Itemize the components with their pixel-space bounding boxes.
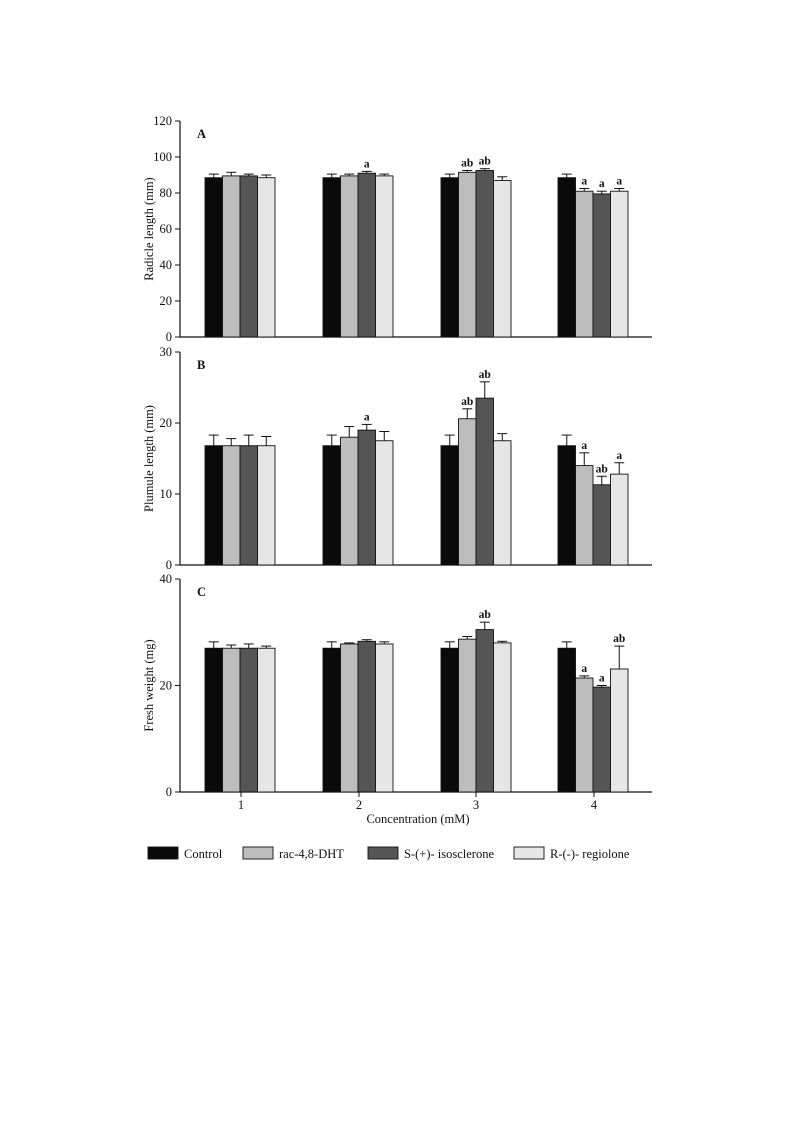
bar [592,193,611,338]
bar [440,445,459,566]
bar [557,177,576,338]
bar [222,445,241,566]
bar [257,177,276,338]
y-tick-label: 40 [160,258,173,272]
significance-label: a [616,176,622,188]
significance-label: a [581,663,587,675]
significance-label: ab [613,633,625,645]
bar [458,171,477,338]
bar [475,170,494,338]
bar [610,190,629,338]
significance-label: ab [461,158,473,170]
bar [493,440,512,566]
legend-swatch [367,846,399,860]
panel-label: B [197,358,205,372]
bar [257,647,276,793]
bar [440,647,459,793]
bar [475,397,494,566]
bar [493,179,512,338]
y-tick-label: 30 [160,345,173,359]
bar [575,677,594,793]
y-tick-label: 100 [153,150,172,164]
bar [357,640,376,793]
bar [322,647,341,793]
legend-swatch [242,846,274,860]
bar [575,465,594,566]
y-tick-label: 0 [166,330,172,344]
bar [340,436,359,566]
bar [575,190,594,338]
x-tick-label: 4 [591,798,598,812]
significance-label: a [599,178,605,190]
significance-label: ab [479,156,491,168]
significance-label: ab [461,396,473,408]
bar [375,175,394,338]
y-tick-label: 120 [153,114,172,128]
y-tick-label: 10 [160,487,173,501]
x-tick-label: 3 [473,798,479,812]
y-axis-title: Plumule length (mm) [142,405,156,512]
bar [204,445,223,566]
bar [440,177,459,338]
y-tick-label: 40 [160,572,173,586]
x-axis-title: Concentration (mM) [366,812,469,826]
bar [340,175,359,338]
bar [557,445,576,566]
bar [493,642,512,793]
bar [592,686,611,793]
legend-swatch [513,846,545,860]
y-tick-label: 80 [160,186,173,200]
significance-label: a [364,411,370,423]
legend-label: rac-4,8-DHT [279,847,344,861]
y-tick-label: 20 [160,416,173,430]
bar [610,668,629,793]
legend-swatch [147,846,179,860]
significance-label: a [581,176,587,188]
y-tick-label: 20 [160,679,173,693]
bar [458,638,477,793]
bar [458,418,477,566]
significance-label: a [616,450,622,462]
x-tick-label: 1 [238,798,244,812]
bar [610,473,629,566]
y-tick-label: 0 [166,558,172,572]
significance-label: a [364,158,370,170]
bar [239,175,258,338]
bar [322,445,341,566]
bar [475,629,494,793]
significance-label: ab [479,369,491,381]
bar [357,429,376,566]
bar [375,643,394,793]
legend-label: Control [184,847,223,861]
bar [375,440,394,566]
legend-label: S-(+)- isosclerone [404,847,494,861]
bar [222,175,241,338]
legend-label: R-(-)- regiolone [550,847,630,861]
bar [557,647,576,793]
x-tick-label: 2 [356,798,362,812]
y-axis-title: Fresh weight (mg) [142,639,156,731]
bar [257,445,276,566]
significance-label: a [581,440,587,452]
panel-label: C [197,585,206,599]
bar [239,647,258,793]
bar [592,484,611,566]
significance-label: a [599,673,605,685]
y-tick-label: 20 [160,294,173,308]
bar [322,177,341,338]
y-axis-title: Radicle length (mm) [142,177,156,280]
significance-label: ab [479,609,491,621]
bar [204,647,223,793]
significance-label: ab [596,463,608,475]
bar [239,445,258,566]
bar [204,177,223,338]
y-tick-label: 0 [166,785,172,799]
bar [222,647,241,793]
panel-label: A [197,127,206,141]
y-tick-label: 60 [160,222,173,236]
bar [340,643,359,793]
bar [357,172,376,338]
